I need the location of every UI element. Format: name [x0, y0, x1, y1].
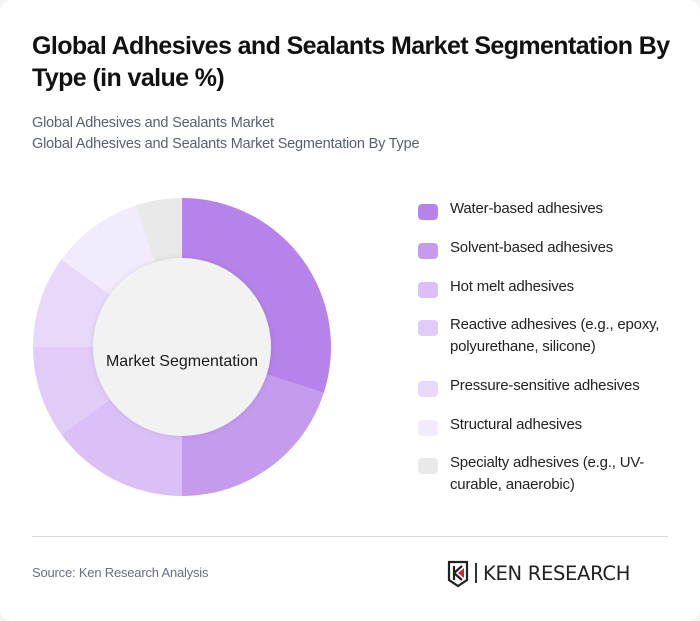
donut-segments [33, 198, 331, 496]
source-note: Source: Ken Research Analysis [32, 565, 209, 580]
legend-item-pressure-sensitive: Pressure-sensitive adhesives [418, 375, 688, 414]
legend-item-reactive: Reactive adhesives (e.g., epoxy, polyure… [418, 314, 688, 375]
legend-item-hot-melt: Hot melt adhesives [418, 276, 688, 314]
legend-swatch [418, 243, 438, 259]
chart-title: Global Adhesives and Sealants Market Seg… [32, 32, 670, 92]
ken-research-logo: KEN RESEARCH [447, 560, 669, 588]
chart-legend: Water-based adhesives Solvent-based adhe… [418, 198, 688, 496]
legend-label: Water-based adhesives [450, 200, 603, 217]
ken-research-shield-icon [447, 560, 469, 588]
subtitle-market: Global Adhesives and Sealants Market [32, 115, 274, 131]
footer-divider [32, 536, 668, 537]
donut-center [93, 258, 271, 436]
legend-swatch [418, 204, 438, 220]
legend-item-solvent-based: Solvent-based adhesives [418, 237, 688, 276]
legend-label: Reactive adhesives (e.g., epoxy, polyure… [450, 316, 660, 355]
legend-swatch [418, 381, 438, 397]
legend-label: Solvent-based adhesives [450, 239, 614, 256]
legend-swatch [418, 282, 438, 298]
legend-item-specialty: Specialty adhesives (e.g., UV-curable, a… [418, 452, 688, 496]
legend-swatch [418, 420, 438, 436]
donut-segment [182, 198, 331, 394]
legend-label: Specialty adhesives (e.g., UV-curable, a… [450, 454, 645, 493]
donut-svg [33, 198, 331, 496]
legend-item-water-based: Water-based adhesives [418, 198, 688, 237]
legend-item-structural: Structural adhesives [418, 414, 688, 452]
legend-swatch [418, 458, 438, 474]
legend-label: Structural adhesives [450, 416, 582, 433]
subtitle-segmentation: Global Adhesives and Sealants Market Seg… [32, 136, 420, 152]
legend-swatch [418, 320, 438, 336]
donut-center-label: Market Segmentation [105, 353, 259, 370]
legend-label: Pressure-sensitive adhesives [450, 377, 640, 394]
logo-separator [475, 563, 477, 583]
donut-chart: Market Segmentation [0, 180, 370, 520]
legend-label: Hot melt adhesives [450, 278, 574, 295]
chart-subtitle: Global Adhesives and Sealants Market Glo… [32, 113, 672, 155]
brand-name: KEN RESEARCH [483, 562, 631, 585]
